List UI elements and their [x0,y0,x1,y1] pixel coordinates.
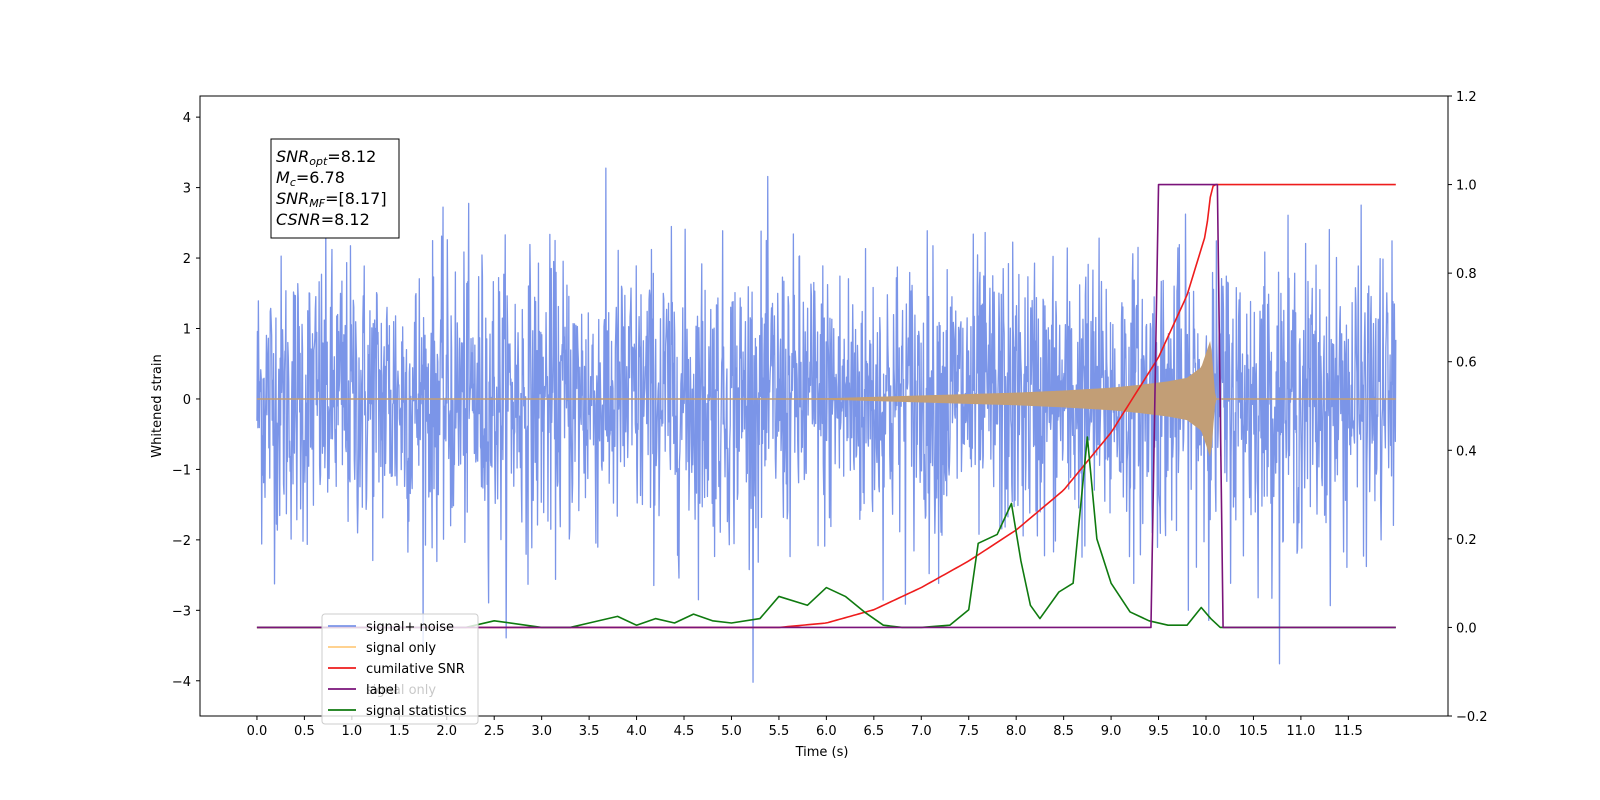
x-axis-label: Time (s) [795,745,849,760]
legend-frame [321,613,479,725]
series-signal-noise [256,167,1397,683]
x-tick-label: 2.5 [484,724,505,739]
x-tick-label: 9.5 [1148,724,1169,739]
x-tick-label: 11.5 [1334,724,1363,739]
info-line: SNRMF=[8.17] [276,189,387,210]
y-tick-label-left: −3 [172,604,191,619]
x-tick-label: 5.5 [769,724,790,739]
y-tick-label-left: 4 [183,111,191,126]
y-tick-label-left: 0 [183,393,191,408]
y-tick-label-right: 0.4 [1456,444,1477,459]
plot-frame [199,95,1449,717]
axes: 0.0 0.5 1.0 1.5 2.0 2.5 3.0 3.5 4.0 4.5 5.0 5.5 6.0 6… [172,90,1488,739]
legend: signal+ noise signal only cumilative SNR la… [321,613,479,725]
legend-entry: signal+ noise [366,620,454,635]
x-tick-label: 1.0 [342,724,363,739]
x-tick-label: 3.5 [579,724,600,739]
x-tick-label: 10.0 [1192,724,1221,739]
x-tick-label: 8.0 [1006,724,1027,739]
x-tick-label: 7.5 [958,724,979,739]
legend-entry: signal only [366,641,436,656]
y-tick-label-left: −2 [172,534,191,549]
info-line: CSNR=8.12 [276,210,370,229]
x-tick-label: 8.5 [1053,724,1074,739]
x-tick-label: 5.0 [721,724,742,739]
x-tick-label: 1.5 [389,724,410,739]
series-label [256,183,1396,629]
legend-entry: cumilative SNR [366,662,465,677]
y-tick-label-right: 0.8 [1456,267,1477,282]
x-tick-label: 2.0 [436,724,457,739]
x-tick-label: 4.0 [626,724,647,739]
info-line: Mc=6.78 [276,168,345,189]
x-tick-label: 3.0 [531,724,552,739]
y-tick-label-right: 1.0 [1456,179,1477,194]
y-tick-label-right: 0.2 [1456,533,1477,548]
y-tick-label-left: 2 [183,252,191,267]
x-tick-label: 4.5 [674,724,695,739]
info-box-frame [270,138,400,239]
x-tick-label: 11.0 [1286,724,1315,739]
legend-overlap-text: signal only [366,683,436,698]
y-tick-label-right: 1.2 [1456,90,1477,105]
x-tick-label: 9.0 [1101,724,1122,739]
info-line: SNRopt=8.12 [276,147,376,168]
x-tick-label: 0.5 [294,724,315,739]
y-tick-label-left: −4 [172,675,191,690]
legend-entry: signal statistics [366,704,467,719]
y-tick-label-left: 1 [183,323,191,338]
legend-entry: label [366,683,397,698]
x-tick-label: 6.5 [863,724,884,739]
y-tick-label-left: 3 [183,182,191,197]
x-tick-label: 10.5 [1239,724,1268,739]
x-tick-label: 0.0 [247,724,268,739]
y-tick-label-right: −0.2 [1456,710,1488,725]
y-tick-label-right: 0.0 [1456,621,1477,636]
y-tick-label-left: −1 [172,463,191,478]
y-axis-label: Whitened strain [150,354,165,457]
y-tick-label-right: 0.6 [1456,356,1477,371]
x-tick-label: 7.0 [911,724,932,739]
x-tick-label: 6.0 [816,724,837,739]
